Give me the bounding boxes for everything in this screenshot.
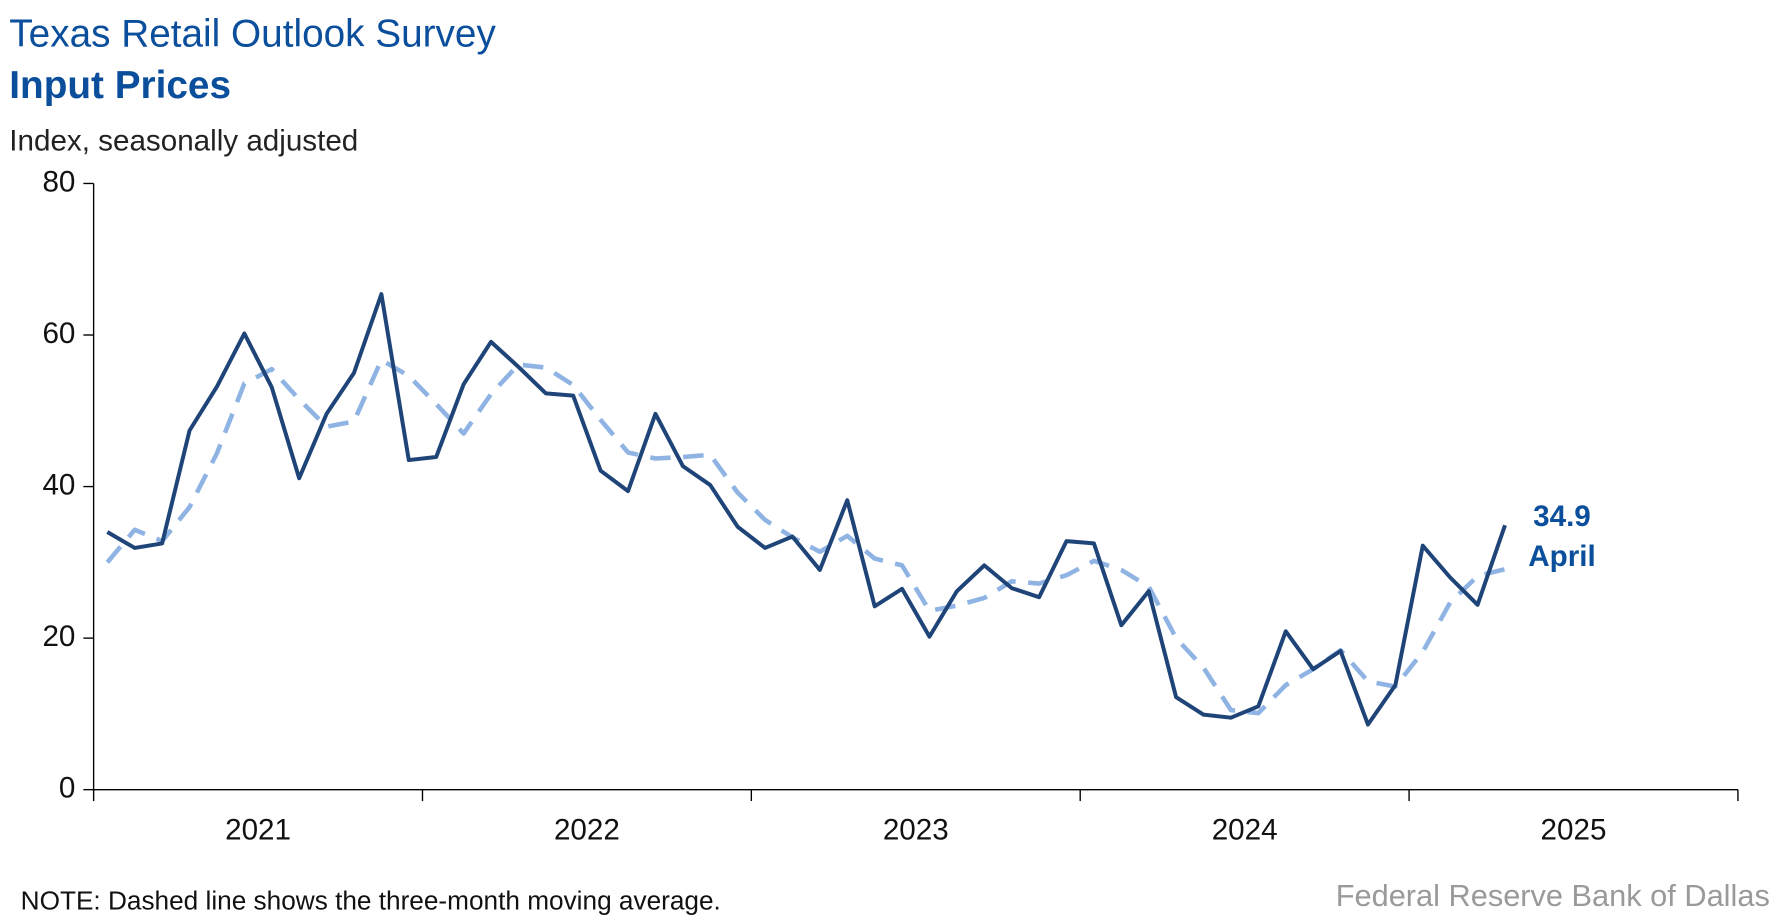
annotation-value: 34.9: [1533, 500, 1591, 533]
x-tick-label: 2025: [1541, 814, 1607, 847]
x-tick-label: 2021: [225, 814, 291, 847]
y-tick-label: 20: [42, 620, 75, 653]
x-tick-label: 2022: [554, 814, 620, 847]
y-axis-label: Index, seasonally adjusted: [9, 124, 358, 157]
source: Federal Reserve Bank of Dallas: [1336, 878, 1770, 913]
chart-subtitle: Input Prices: [9, 64, 231, 107]
series-line: [105, 357, 1506, 716]
x-tick-label: 2024: [1212, 814, 1278, 847]
annotation-month: April: [1528, 540, 1595, 573]
y-tick-label: 80: [42, 165, 75, 198]
series-line: [106, 292, 1507, 727]
x-tick-label: 2023: [883, 814, 949, 847]
note: NOTE: Dashed line shows the three-month …: [21, 885, 721, 915]
y-tick-label: 0: [59, 772, 75, 805]
y-tick-label: 40: [42, 468, 75, 501]
chart-title: Texas Retail Outlook Survey: [9, 13, 496, 56]
y-tick-label: 60: [42, 317, 75, 350]
